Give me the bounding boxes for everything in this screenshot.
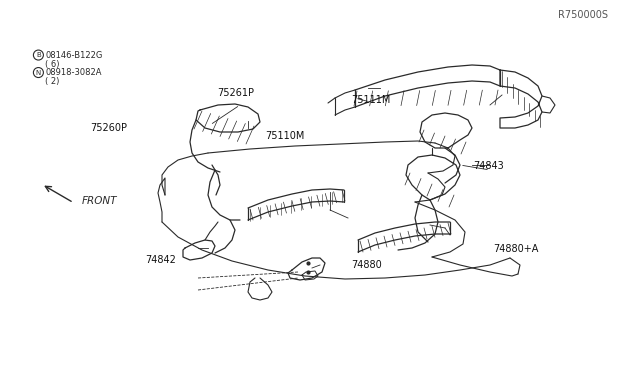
Text: 75110M: 75110M <box>266 131 305 141</box>
Text: ( 2): ( 2) <box>45 77 60 86</box>
Text: B: B <box>36 52 41 58</box>
Text: R750000S: R750000S <box>558 10 608 20</box>
Text: N: N <box>36 70 41 76</box>
Text: 74843: 74843 <box>474 161 504 170</box>
Text: 74880+A: 74880+A <box>493 244 538 254</box>
Text: 75260P: 75260P <box>90 124 127 133</box>
Text: ( 6): ( 6) <box>45 60 60 68</box>
Text: 75111M: 75111M <box>351 96 390 105</box>
Text: 74880: 74880 <box>351 260 381 270</box>
Text: 08918-3082A: 08918-3082A <box>45 68 102 77</box>
Text: FRONT: FRONT <box>82 196 117 206</box>
Text: 08146-B122G: 08146-B122G <box>45 51 103 60</box>
Text: 75261P: 75261P <box>218 88 255 98</box>
Text: 74842: 74842 <box>145 256 176 265</box>
